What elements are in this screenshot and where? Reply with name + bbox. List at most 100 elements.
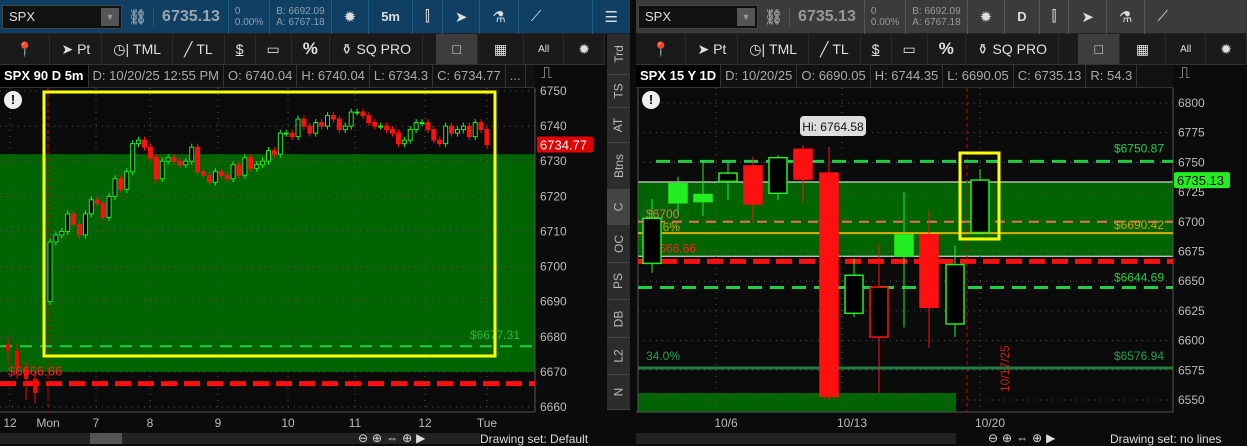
tool-percent[interactable]: % xyxy=(292,34,330,64)
drawing-icon[interactable]: ⟋ xyxy=(1144,0,1180,34)
candle-body xyxy=(378,125,384,128)
candlestick-icon[interactable]: ⫿ xyxy=(412,0,442,34)
tool-sqpro[interactable]: ⚱ SQ PRO xyxy=(330,34,423,64)
left-symbol-input[interactable]: SPX ▼ xyxy=(2,4,122,29)
scroll-thumb[interactable] xyxy=(90,433,122,444)
tool-tl[interactable]: ╱ TL xyxy=(173,34,225,64)
side-tab-l2[interactable]: L2 xyxy=(607,338,630,375)
candle-body xyxy=(171,157,177,162)
candle-body xyxy=(201,171,207,176)
candle-body xyxy=(372,122,378,127)
side-tab-ts[interactable]: TS xyxy=(607,75,630,108)
tool-tml[interactable]: ◷| TML xyxy=(738,34,810,64)
single-view-button[interactable]: □ xyxy=(436,34,478,64)
side-tab-db[interactable]: DB xyxy=(607,300,630,338)
candle-body xyxy=(307,125,313,134)
lower-zone xyxy=(638,393,956,412)
candle-body xyxy=(24,368,28,379)
right-scrollbar[interactable] xyxy=(636,433,956,444)
right-change: 0 0.00% xyxy=(863,0,905,34)
x-tick-label: 12 xyxy=(3,416,17,430)
candle-body xyxy=(366,115,372,124)
right-interval-button[interactable]: D xyxy=(1004,0,1038,34)
tool-price[interactable]: $ xyxy=(861,34,892,64)
grid-view-button[interactable]: ▦ xyxy=(1120,34,1167,64)
x-tick-label: 10/6 xyxy=(714,416,738,430)
all-button[interactable]: All xyxy=(1166,34,1207,64)
tool-sqpro[interactable]: ⚱ SQ PRO xyxy=(966,34,1059,64)
candle-body xyxy=(100,202,106,218)
zoom-controls[interactable]: ⊖⊕⇔⊕▶ xyxy=(988,431,1060,445)
left-scrollbar[interactable] xyxy=(0,433,480,444)
side-tab-ps[interactable]: PS xyxy=(607,263,630,300)
tool-price[interactable]: $ xyxy=(225,34,256,64)
flask-icon[interactable]: ⚗ xyxy=(1105,0,1144,34)
alert-icon[interactable]: ! xyxy=(642,91,660,109)
gear-icon[interactable]: ✹ xyxy=(966,0,1005,34)
side-tab-at[interactable]: AT xyxy=(607,108,630,143)
tool-rectangle[interactable]: ▭ xyxy=(256,34,292,64)
candle-body xyxy=(354,111,360,114)
candle-body xyxy=(77,223,83,236)
candle-body xyxy=(668,183,688,204)
date-marker-label: 10/17/25 xyxy=(998,345,1012,392)
candle-body xyxy=(336,118,342,131)
grid-view-button[interactable]: ▦ xyxy=(478,34,525,64)
left-interval-button[interactable]: 5m xyxy=(368,0,412,34)
settings-gear-icon[interactable]: ✹ xyxy=(564,34,605,64)
cursor-icon[interactable]: ➤ xyxy=(441,0,480,34)
side-tab-label: Btns xyxy=(611,153,626,179)
side-tab-c[interactable]: C xyxy=(607,190,630,225)
right-drawing-toolbar: 📍 ➤ Pt ◷| TML ╱ TL $ ▭ % ⚱ SQ PRO □ ▦ Al… xyxy=(636,34,1247,65)
right-price-chart[interactable]: 6550 6575 6600 6625 6650 6675 6700 6725 6750 6775… xyxy=(636,0,1247,444)
left-last-price: 6735.13 xyxy=(153,7,228,26)
left-drawing-set[interactable]: Drawing set: Default xyxy=(480,432,589,446)
zoom-controls[interactable]: ⊖⊕⇔⊕▶ xyxy=(358,431,430,445)
study-icon[interactable]: ⎍ xyxy=(1179,65,1191,82)
pin-icon[interactable]: 📍 xyxy=(636,34,687,64)
tool-pt[interactable]: ➤ Pt xyxy=(686,34,739,64)
red-level-label: $6666.66 xyxy=(8,364,62,379)
link-icon[interactable]: ⛓ xyxy=(764,8,784,26)
y-tick-label: 6680 xyxy=(540,330,567,344)
pin-icon[interactable]: 📍 xyxy=(0,34,51,64)
y-tick-label: 6730 xyxy=(540,154,567,168)
menu-icon[interactable]: ☰ xyxy=(591,0,630,34)
candle-body xyxy=(254,164,260,169)
candle-body xyxy=(466,125,472,138)
all-button[interactable]: All xyxy=(524,34,565,64)
single-view-button[interactable]: □ xyxy=(1078,34,1120,64)
side-tab-btns[interactable]: Btns xyxy=(607,143,630,190)
candle-body xyxy=(266,150,271,162)
tool-tl[interactable]: ╱ TL xyxy=(809,34,861,64)
tool-pt[interactable]: ➤ Pt xyxy=(50,34,103,64)
drawing-icon[interactable]: ⟋ xyxy=(517,0,554,34)
candle-body xyxy=(271,150,277,155)
level-label: $6690.42 xyxy=(1114,218,1164,232)
candle-body xyxy=(124,171,130,190)
candle-body xyxy=(189,146,195,162)
candle-body xyxy=(277,132,283,155)
chevron-down-icon[interactable]: ▼ xyxy=(101,7,119,26)
candle-body xyxy=(59,230,65,236)
candle-body xyxy=(218,171,224,176)
tool-rectangle[interactable]: ▭ xyxy=(892,34,928,64)
cursor-icon[interactable]: ➤ xyxy=(1068,0,1106,34)
side-tab-oc[interactable]: OC xyxy=(607,225,630,263)
link-icon[interactable]: ⛓ xyxy=(128,8,148,26)
left-price-chart[interactable]: 6660 6670 6680 6690 6700 6710 6720 6730 6740 6750… xyxy=(0,0,605,444)
side-tab-trd[interactable]: Trd xyxy=(607,34,630,75)
tool-percent[interactable]: % xyxy=(928,34,966,64)
tool-tml[interactable]: ◷| TML xyxy=(102,34,174,64)
side-tab-n[interactable]: N xyxy=(607,375,630,410)
right-drawing-set[interactable]: Drawing set: no lines xyxy=(1110,432,1222,446)
candle-body xyxy=(642,217,662,265)
study-icon[interactable]: ⎍ xyxy=(541,65,553,82)
gear-icon[interactable]: ✹ xyxy=(330,0,369,34)
alert-icon[interactable]: ! xyxy=(4,91,22,109)
chevron-down-icon[interactable]: ▼ xyxy=(737,7,755,26)
right-symbol-input[interactable]: SPX ▼ xyxy=(638,4,758,29)
candlestick-icon[interactable]: ⫿ xyxy=(1038,0,1069,34)
candle-body xyxy=(65,213,71,232)
flask-icon[interactable]: ⚗ xyxy=(479,0,517,34)
